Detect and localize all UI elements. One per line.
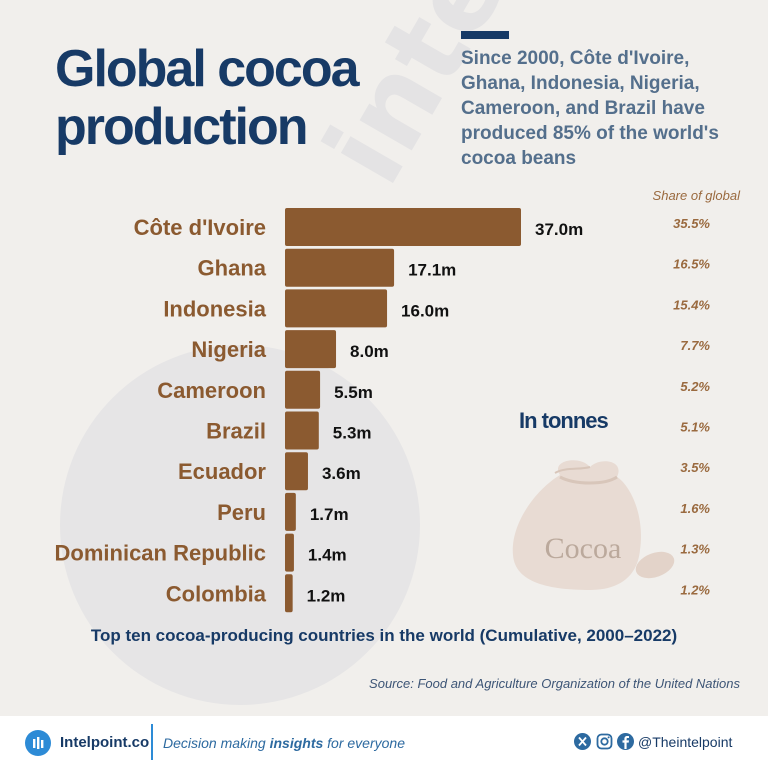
share-label: 1.2% [680,582,710,597]
share-label: 5.1% [680,420,710,435]
bar [285,208,521,246]
value-label: 5.3m [333,424,372,443]
bar [285,574,293,613]
page-title: Global cocoa production [55,40,360,156]
tagline-part: for everyone [323,735,405,751]
instagram-icon[interactable] [596,733,613,750]
value-label: 5.5m [334,383,373,402]
category-label: Côte d'Ivoire [134,215,266,240]
chart-caption: Top ten cocoa-producing countries in the… [90,626,678,645]
share-label: 3.5% [680,460,710,475]
category-label: Ecuador [178,459,266,484]
category-label: Nigeria [191,337,266,362]
social-handle[interactable]: @Theintelpoint [638,734,733,750]
tagline: Decision making insights for everyone [163,735,405,751]
bar [285,289,388,328]
footer: Intelpoint.co Decision making insights f… [0,716,768,768]
tagline-part: Decision making [163,735,270,751]
share-header: Share of global [652,188,740,203]
sack-label: Cocoa [545,532,622,565]
share-label: 16.5% [673,257,710,272]
cocoa-sack-icon: Cocoa [512,460,675,590]
tagline-bold: insights [269,735,324,751]
share-label: 15.4% [673,297,710,312]
bar [285,248,395,287]
share-label: 7.7% [680,338,710,353]
category-label: Indonesia [163,296,266,321]
watermark-circle [60,345,420,705]
category-label: Brazil [206,419,266,444]
value-label: 16.0m [401,301,449,320]
x-icon[interactable] [574,733,591,750]
footer-divider [151,724,153,760]
share-label: 1.3% [680,542,710,557]
share-label: 1.6% [680,501,710,516]
bar [285,411,319,450]
bar [285,533,294,572]
bar [285,370,321,409]
value-label: 1.4m [308,546,347,565]
category-label: Dominican Republic [55,541,266,566]
unit-note: In tonnes [519,408,609,433]
category-label: Ghana [198,256,267,281]
value-label: 1.7m [310,505,349,524]
category-label: Cameroon [157,378,266,403]
category-label: Peru [217,500,266,525]
share-label: 5.2% [680,379,710,394]
brand-name[interactable]: Intelpoint.co [60,734,150,751]
value-label: 17.1m [408,261,456,280]
subtitle: Since 2000, Côte d'Ivoire, Ghana, Indone… [461,48,719,169]
value-label: 8.0m [350,342,389,361]
bar-chart: Côte d'Ivoire 37.0m 35.5% Ghana 17.1m 16.5% In… [55,208,710,613]
accent-bar [461,31,509,39]
facebook-icon[interactable] [617,733,634,750]
intelpoint-logo-icon [25,730,51,756]
share-label: 35.5% [673,216,710,231]
bar [285,492,296,531]
value-label: 3.6m [322,464,361,483]
category-label: Colombia [166,581,267,606]
value-label: 37.0m [535,220,583,239]
value-label: 1.2m [307,586,346,605]
bar [285,452,308,491]
source-note: Source: Food and Agriculture Organizatio… [369,676,740,691]
bar [285,330,337,369]
